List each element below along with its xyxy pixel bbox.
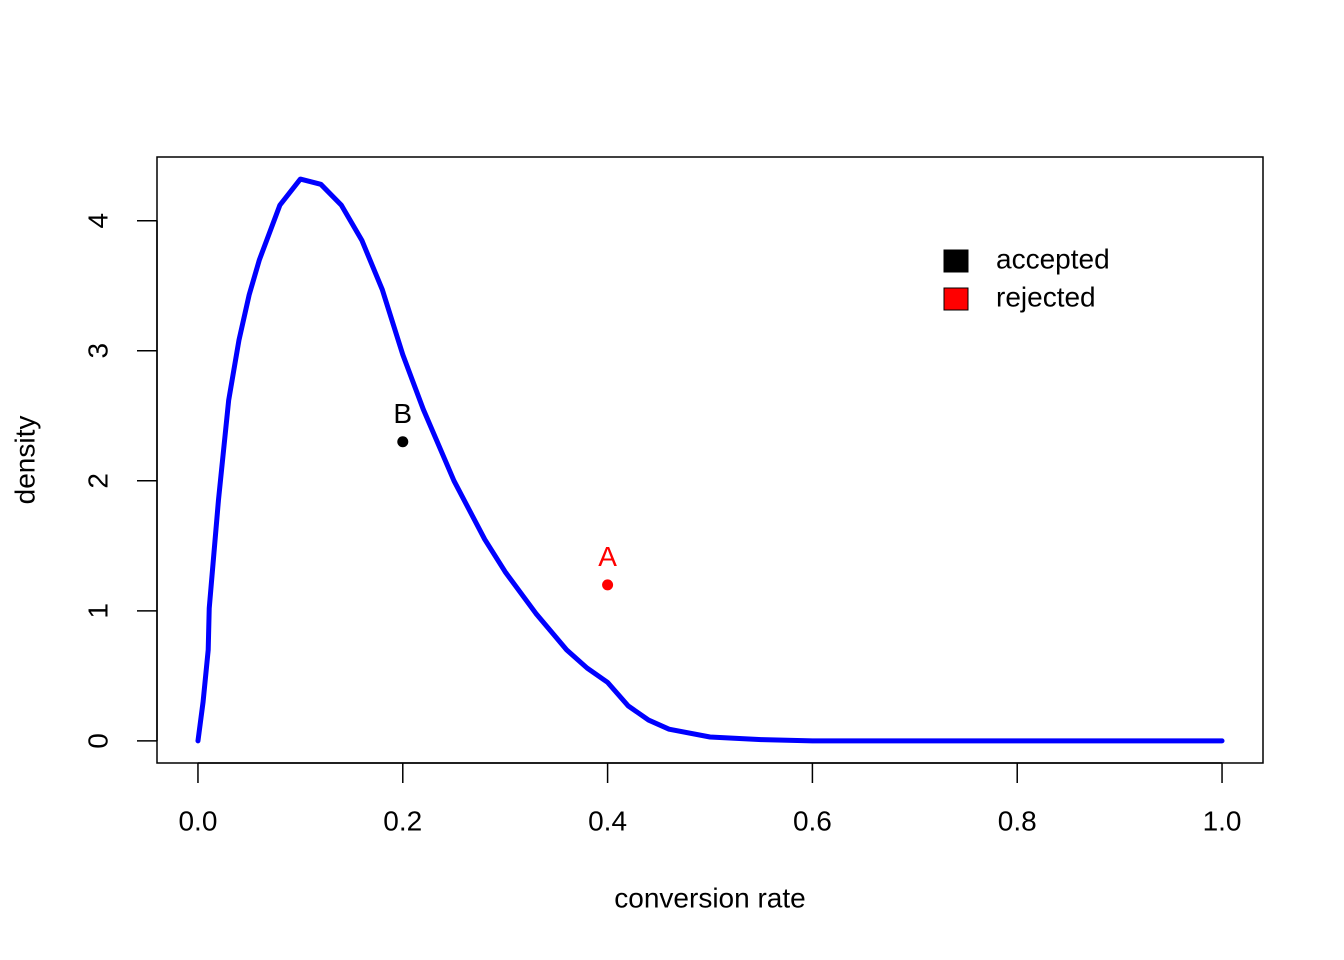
- y-tick-label: 2: [82, 473, 113, 489]
- density-line: [195, 176, 1225, 744]
- y-tick-label: 1: [82, 603, 113, 619]
- point: [397, 436, 409, 448]
- point-label: A: [598, 541, 617, 572]
- x-tick-label: 0.6: [793, 805, 832, 836]
- x-tick-label: 0.2: [383, 805, 422, 836]
- x-tick-label: 0.0: [178, 805, 217, 836]
- x-tick-label: 0.4: [588, 805, 627, 836]
- x-tick-label: 1.0: [1203, 805, 1242, 836]
- point-label: B: [393, 398, 412, 429]
- legend-label: rejected: [996, 281, 1096, 312]
- x-axis-label: conversion rate: [614, 882, 805, 913]
- legend-swatch: [943, 249, 969, 273]
- legend-label: accepted: [996, 243, 1110, 274]
- point: [602, 579, 614, 591]
- y-tick-label: 3: [82, 343, 113, 359]
- x-tick-label: 0.8: [998, 805, 1037, 836]
- y-axis-label: density: [9, 416, 40, 505]
- legend-swatch: [943, 287, 969, 311]
- y-tick-label: 0: [82, 733, 113, 749]
- y-tick-label: 4: [82, 213, 113, 229]
